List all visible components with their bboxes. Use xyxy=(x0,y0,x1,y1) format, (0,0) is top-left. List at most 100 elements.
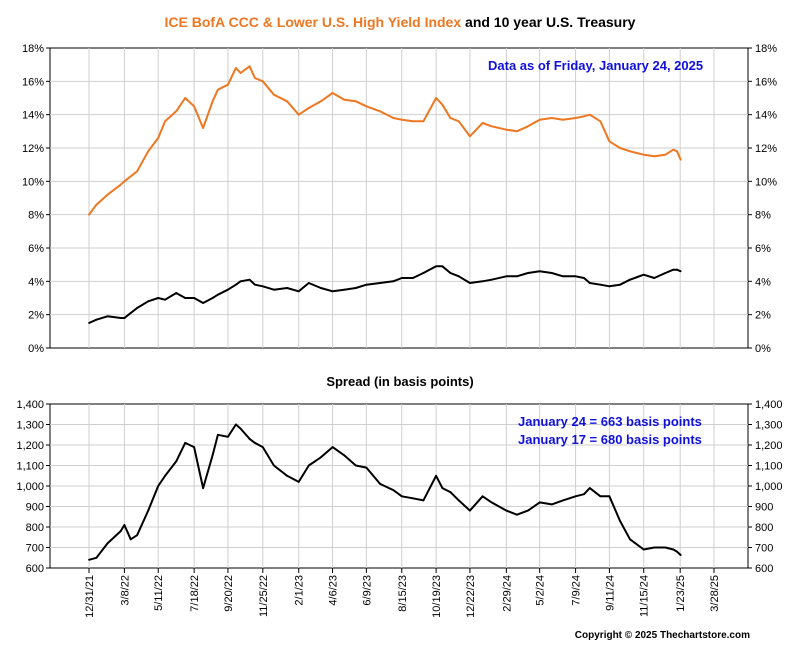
top-data-point xyxy=(365,105,368,108)
spread-y-tick-label-left: 700 xyxy=(26,543,44,555)
top-y-tick-label-right: 12% xyxy=(755,143,777,155)
top-data-point xyxy=(211,100,214,103)
top-data-point xyxy=(157,297,160,299)
top-data-point xyxy=(248,65,251,68)
spread-data-point xyxy=(136,534,139,537)
top-data-point xyxy=(629,150,631,153)
top-data-point xyxy=(354,100,357,103)
spread-data-point xyxy=(481,495,484,498)
top-data-point xyxy=(435,97,437,99)
spread-data-point xyxy=(574,495,577,498)
spread-y-tick-label-left: 1,400 xyxy=(16,399,44,411)
top-data-point xyxy=(106,315,109,318)
top-data-point xyxy=(202,302,205,304)
spread-data-point xyxy=(147,509,150,512)
top-data-point xyxy=(320,100,322,103)
spread-y-tick-label-right: 800 xyxy=(755,522,773,534)
top-data-point xyxy=(400,118,403,121)
x-tick-label: 5/2/24 xyxy=(535,575,547,606)
top-data-point xyxy=(164,298,167,301)
top-data-point xyxy=(193,297,196,299)
spread-data-point xyxy=(235,423,237,426)
x-tick-label: 3/28/25 xyxy=(709,575,721,612)
top-data-point xyxy=(457,120,460,123)
top-data-point xyxy=(481,122,484,124)
top-data-point xyxy=(562,275,564,278)
spread-data-point xyxy=(273,464,275,467)
top-data-point xyxy=(653,155,656,158)
top-data-point xyxy=(157,137,160,139)
spread-y-tick-label-right: 900 xyxy=(755,502,773,514)
top-data-point xyxy=(392,117,395,119)
spread-data-point xyxy=(239,427,242,430)
spread-data-point xyxy=(435,474,437,477)
spread-data-point xyxy=(583,493,585,496)
top-data-point xyxy=(235,283,237,286)
spread-data-point xyxy=(457,499,460,502)
spread-annotation-1: January 24 = 663 basis points xyxy=(518,414,702,429)
top-data-point xyxy=(286,100,288,103)
spread-y-tick-label-right: 600 xyxy=(755,563,773,575)
top-data-point xyxy=(672,268,675,271)
top-data-point xyxy=(599,283,602,286)
top-data-point xyxy=(629,278,631,281)
top-data-point xyxy=(261,80,264,83)
top-data-point xyxy=(254,283,256,286)
top-data-point xyxy=(227,288,229,291)
top-data-point xyxy=(422,120,425,123)
x-tick-label: 7/18/22 xyxy=(189,575,201,612)
spread-data-point xyxy=(286,474,288,477)
spread-data-point xyxy=(261,446,264,448)
spread-data-point xyxy=(157,485,160,487)
top-data-point xyxy=(95,318,98,321)
spread-panel-title: Spread (in basis points) xyxy=(326,374,473,389)
top-data-point xyxy=(175,292,178,294)
spread-data-point xyxy=(412,497,414,500)
top-data-point xyxy=(175,110,178,113)
spread-data-point xyxy=(516,513,518,516)
spread-data-point xyxy=(629,538,631,541)
top-data-point xyxy=(239,72,242,74)
top-data-point xyxy=(136,307,139,309)
top-data-point xyxy=(583,115,585,118)
top-y-tick-label-left: 14% xyxy=(22,110,44,122)
bottom-series-group xyxy=(88,423,682,561)
top-data-point xyxy=(664,272,667,274)
spread-data-point xyxy=(422,499,425,502)
top-data-point xyxy=(588,113,591,116)
top-data-point xyxy=(211,297,214,299)
top-data-point xyxy=(449,117,452,119)
x-tick-label: 6/9/23 xyxy=(361,575,373,606)
top-y-tick-label-right: 18% xyxy=(755,43,777,55)
spread-y-tick-label-right: 1,400 xyxy=(755,399,783,411)
top-data-point xyxy=(254,77,256,79)
top-data-point xyxy=(184,97,187,99)
top-data-point xyxy=(679,270,682,273)
spread-data-point xyxy=(469,509,471,512)
spread-y-tick-label-right: 1,100 xyxy=(755,461,783,473)
top-data-point xyxy=(608,285,611,288)
top-data-point xyxy=(202,127,205,129)
top-data-point xyxy=(527,125,529,128)
spread-data-point xyxy=(664,546,667,549)
top-data-point xyxy=(527,272,529,274)
spread-y-tick-label-left: 1,000 xyxy=(16,481,44,493)
spread-data-point xyxy=(106,542,109,545)
top-data-point xyxy=(400,277,403,279)
x-tick-label: 11/25/22 xyxy=(258,575,270,617)
chart-title: ICE BofA CCC & Lower U.S. High Yield Ind… xyxy=(165,14,636,30)
top-data-point xyxy=(608,140,611,143)
spread-data-point xyxy=(538,501,541,504)
spread-data-point xyxy=(227,435,229,438)
top-y-tick-label-left: 12% xyxy=(22,143,44,155)
spread-data-point xyxy=(129,538,132,541)
top-data-point xyxy=(653,277,656,279)
chart-title-highlight: ICE BofA CCC & Lower U.S. High Yield Ind… xyxy=(165,14,462,30)
top-data-point xyxy=(343,98,346,101)
top-data-point xyxy=(147,300,150,303)
top-data-point xyxy=(248,278,251,281)
top-data-point xyxy=(642,273,645,276)
top-data-point xyxy=(379,110,381,113)
spread-data-point xyxy=(202,487,205,489)
spread-data-point xyxy=(365,466,368,469)
